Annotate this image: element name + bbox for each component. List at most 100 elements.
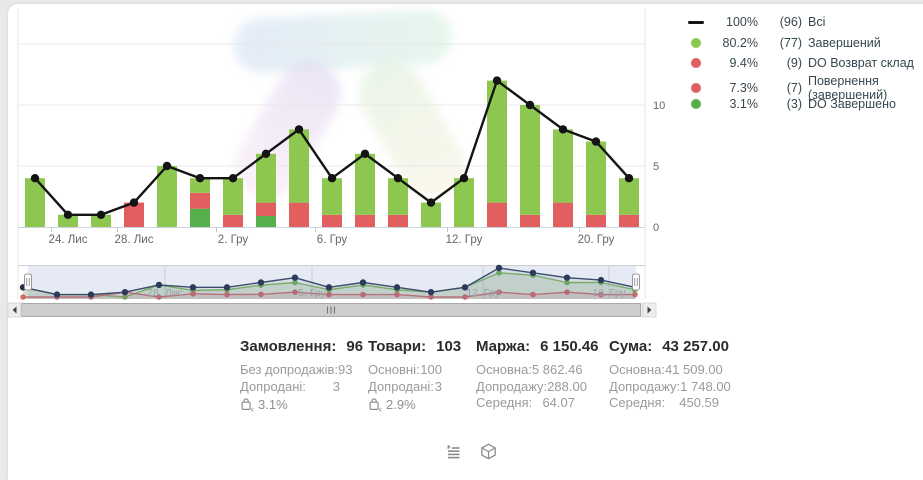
axis-label: 28. Лис <box>115 234 154 246</box>
stats-value: 43 257.00 <box>662 338 729 355</box>
total-line-point[interactable] <box>426 198 436 207</box>
total-line-point[interactable] <box>591 137 601 146</box>
total-line-point[interactable] <box>129 198 139 207</box>
bar-segment[interactable] <box>586 141 606 215</box>
stats-margin-column: Маржа: 6 150.46 Основна: 5 862.46 Допрод… <box>476 338 599 412</box>
navigator-green-point <box>564 279 570 286</box>
legend-count: (77) <box>779 35 802 50</box>
products-package-button[interactable] <box>475 438 501 464</box>
legend-item-all[interactable]: 100% (96) Всі <box>686 12 923 33</box>
total-line-point[interactable] <box>492 76 502 85</box>
legend-count: (7) <box>786 80 802 95</box>
total-line-point[interactable] <box>558 125 568 134</box>
package-icon <box>480 443 496 459</box>
axis-label: 10 <box>653 100 665 112</box>
navigator-handle[interactable] <box>632 273 640 291</box>
bar-segment[interactable] <box>223 214 243 227</box>
total-line-point[interactable] <box>624 174 634 183</box>
total-line-point[interactable] <box>327 174 337 183</box>
navigator-handle-grip-icon[interactable] <box>24 273 32 291</box>
total-line-point[interactable] <box>393 174 403 183</box>
bar-segment[interactable] <box>91 214 111 227</box>
bar-segment[interactable] <box>190 178 210 193</box>
scrollbar-left-arrow-icon[interactable] <box>12 306 17 314</box>
navigator-red-point <box>394 291 400 298</box>
bar-segment[interactable] <box>520 214 540 227</box>
navigator-total-point <box>257 279 265 286</box>
navigator-handle-grip-icon[interactable] <box>632 273 640 291</box>
total-line-point[interactable] <box>96 210 106 219</box>
summary-list-icon <box>447 444 459 458</box>
bar-segment[interactable] <box>454 178 474 227</box>
legend-item-do-return[interactable]: 9.4% (9) DO Возврат склад <box>686 53 923 74</box>
bar-segment[interactable] <box>487 202 507 227</box>
bar-segment[interactable] <box>487 80 507 203</box>
navigator-total-point <box>563 274 571 281</box>
total-line-point[interactable] <box>162 161 172 171</box>
stats-products-column: Товари: 103 Основні: 100 Допродані: 3 x … <box>368 338 461 412</box>
navigator-red-point <box>530 291 536 298</box>
bar-segment[interactable] <box>256 216 276 227</box>
legend-item-do-completed[interactable]: 3.1% (3) DO Завершено <box>686 94 923 115</box>
navigator-green-point <box>122 294 128 300</box>
axis-label: 5. Гру <box>298 287 326 299</box>
bar-segment[interactable] <box>223 178 243 215</box>
total-line-point[interactable] <box>360 149 370 158</box>
bar-segment[interactable] <box>25 178 45 227</box>
stats-title: Сума: <box>609 338 653 355</box>
view-toggle-bar <box>440 438 501 464</box>
navigator-total-point <box>53 291 61 298</box>
bar-segment[interactable] <box>256 153 276 203</box>
axis-label: 2. Гру <box>218 234 249 246</box>
navigator-total-point <box>325 284 333 291</box>
total-line-point[interactable] <box>525 100 535 110</box>
scrollbar-right-arrow-icon[interactable] <box>647 306 652 314</box>
total-line-point[interactable] <box>63 210 73 219</box>
navigator-handle[interactable] <box>24 273 32 291</box>
upsell-rate: x 3.1% <box>240 397 340 412</box>
summary-list-button[interactable] <box>440 438 466 464</box>
legend-item-return-completed[interactable]: 7.3% (7) Повернення (завершений) <box>686 74 923 102</box>
bar-segment[interactable] <box>355 214 375 227</box>
bar-segment[interactable] <box>619 214 639 227</box>
bar-segment[interactable] <box>553 202 573 227</box>
stats-value: 96 <box>346 338 364 355</box>
legend-count: (3) <box>786 97 802 112</box>
navigator-red-point <box>632 291 638 298</box>
navigator-green-point <box>292 279 298 286</box>
bar-segment[interactable] <box>256 202 276 217</box>
stats-row: Допродажу: 288.00 <box>476 378 587 394</box>
bar-segment[interactable] <box>355 153 375 215</box>
axis-label: 20. Гру <box>578 234 615 246</box>
bar-segment[interactable] <box>124 202 144 227</box>
bar-segment[interactable] <box>190 192 210 209</box>
total-line-point[interactable] <box>261 149 271 158</box>
navigator-green-point <box>496 270 502 276</box>
bar-segment[interactable] <box>322 214 342 227</box>
bar-segment[interactable] <box>322 178 342 215</box>
bar-segment[interactable] <box>157 166 177 227</box>
legend-percent: 80.2% <box>722 35 758 50</box>
series-dot-icon <box>686 37 706 48</box>
svg-text:x: x <box>379 406 382 412</box>
legend-count: (9) <box>786 56 802 71</box>
bar-segment[interactable] <box>586 214 606 227</box>
navigator-selected-range[interactable] <box>28 266 636 299</box>
bar-segment[interactable] <box>520 105 540 215</box>
legend-item-completed[interactable]: 80.2% (77) Завершений <box>686 33 923 54</box>
total-line-point[interactable] <box>459 174 469 183</box>
axis-label: 12. Гру <box>446 234 483 246</box>
total-line-point[interactable] <box>294 125 304 134</box>
bar-segment[interactable] <box>289 202 309 227</box>
bar-segment[interactable] <box>388 214 408 227</box>
total-line-point[interactable] <box>195 174 205 183</box>
navigator <box>18 264 645 300</box>
bar-segment[interactable] <box>58 214 78 227</box>
bar-segment[interactable] <box>190 208 210 227</box>
stats-row: Допродані: 3 <box>368 378 442 394</box>
navigator-red-point <box>326 291 332 298</box>
bar-segment[interactable] <box>553 129 573 203</box>
bar-segment[interactable] <box>619 178 639 215</box>
total-line-point[interactable] <box>228 174 238 183</box>
total-line-point[interactable] <box>30 174 40 183</box>
